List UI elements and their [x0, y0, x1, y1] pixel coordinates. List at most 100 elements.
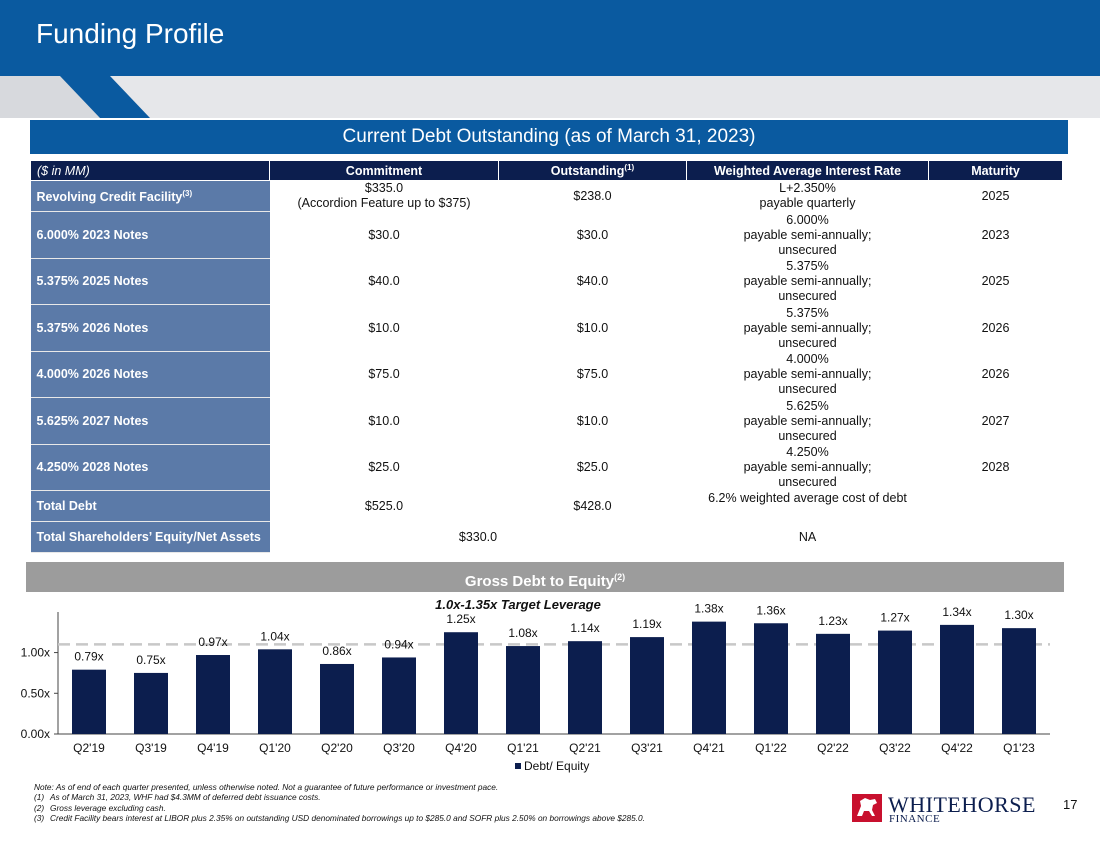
x-tick-label: Q4'20: [445, 741, 477, 755]
x-tick-label: Q4'19: [197, 741, 229, 755]
row-rate: 4.000% payable semi-annually; unsecured: [686, 351, 929, 398]
row-label: 4.250% 2028 Notes: [30, 444, 270, 491]
table-header-row: ($ in MM) Commitment Outstanding(1) Weig…: [30, 160, 1063, 181]
row-maturity: 2025: [928, 180, 1063, 212]
bar-data-label: 1.19x: [632, 617, 661, 631]
row-rate: 5.375% payable semi-annually; unsecured: [686, 304, 929, 352]
table-row: 5.625% 2027 Notes $10.0 $10.0 5.625% pay…: [30, 397, 1063, 445]
row-rate: L+2.350% payable quarterly: [686, 180, 929, 212]
bar-data-label: 1.14x: [570, 621, 599, 635]
equity-maturity: [928, 521, 1063, 553]
x-tick-label: Q3'21: [631, 741, 663, 755]
row-outstanding: $30.0: [498, 211, 687, 259]
legend-swatch: [515, 763, 521, 769]
footnote: (1) As of March 31, 2023, WHF had $4.3MM …: [34, 792, 321, 803]
bar: [878, 630, 912, 734]
x-tick-label: Q3'22: [879, 741, 911, 755]
header-maturity: Maturity: [928, 160, 1063, 181]
row-rate: 5.375% payable semi-annually; unsecured: [686, 258, 929, 305]
bar: [444, 632, 478, 734]
bar-data-label: 0.97x: [198, 635, 227, 649]
row-maturity: 2025: [928, 258, 1063, 305]
footnote: Note: As of end of each quarter presente…: [34, 782, 499, 792]
row-commitment: $335.0 (Accordion Feature up to $375): [269, 180, 499, 212]
bar: [568, 641, 602, 734]
footnote-ref: (2): [614, 572, 626, 582]
bar-data-label: 1.30x: [1004, 608, 1033, 622]
table-row: 5.375% 2026 Notes $10.0 $10.0 5.375% pay…: [30, 304, 1063, 352]
debt-equity-chart: 0.00x 0.50x 1.00x 1.0x-1.35x Target Leverag…: [21, 597, 1050, 773]
whitehorse-logo: WHITEHORSE FINANCE: [852, 792, 1052, 826]
total-debt-row: Total Debt $525.0 $428.0 6.2% weighted a…: [30, 490, 1063, 522]
row-outstanding: $10.0: [498, 397, 687, 445]
table-row: 4.000% 2026 Notes $75.0 $75.0 4.000% pay…: [30, 351, 1063, 398]
total-rate: 6.2% weighted average cost of debt: [686, 490, 929, 522]
table-row: Revolving Credit Facility(3) $335.0 (Acco…: [30, 180, 1063, 212]
footnote-ref: (3): [182, 189, 193, 199]
bar: [134, 672, 168, 734]
footnotes: Note: As of end of each quarter presente…: [34, 782, 645, 823]
row-commitment: $25.0: [269, 444, 499, 491]
x-tick-label: Q3'20: [383, 741, 415, 755]
header-outstanding: Outstanding(1): [498, 160, 687, 181]
x-tick-label: Q4'22: [941, 741, 973, 755]
bar: [1002, 628, 1036, 734]
row-maturity: 2027: [928, 397, 1063, 445]
row-label: 6.000% 2023 Notes: [30, 211, 270, 259]
bar: [630, 637, 664, 734]
total-outstanding: $428.0: [498, 490, 687, 522]
page-number: 17: [1063, 797, 1078, 812]
debt-banner: Current Debt Outstanding (as of March 31…: [30, 120, 1068, 154]
bar: [196, 655, 230, 734]
total-label: Total Debt: [30, 490, 270, 522]
bar: [506, 646, 540, 734]
row-outstanding: $25.0: [498, 444, 687, 491]
logo-subword: FINANCE: [889, 813, 941, 825]
table-row: 5.375% 2025 Notes $40.0 $40.0 5.375% pay…: [30, 258, 1063, 305]
legend-label: Debt/ Equity: [524, 759, 589, 773]
x-tick-label: Q1'21: [507, 741, 539, 755]
header-rate: Weighted Average Interest Rate: [686, 160, 929, 181]
x-tick-label: Q3'19: [135, 741, 167, 755]
total-maturity: [928, 490, 1063, 522]
row-label: Revolving Credit Facility(3): [30, 180, 270, 212]
x-tick-label: Q1'20: [259, 741, 291, 755]
y-tick-label: 0.00x: [21, 727, 50, 741]
bar-data-label: 1.04x: [260, 629, 289, 643]
row-maturity: 2028: [928, 444, 1063, 491]
row-maturity: 2026: [928, 351, 1063, 398]
target-annotation: 1.0x-1.35x Target Leverage: [435, 597, 601, 612]
bar: [816, 633, 850, 734]
row-label: 5.375% 2025 Notes: [30, 258, 270, 305]
bar-data-label: 0.86x: [322, 644, 351, 658]
footnote: (2) Gross leverage excluding cash.: [34, 802, 166, 813]
logo-wordmark: WHITEHORSE: [888, 792, 1036, 817]
row-outstanding: $75.0: [498, 351, 687, 398]
bar-data-label: 1.27x: [880, 611, 909, 625]
table-row: 4.250% 2028 Notes $25.0 $25.0 4.250% pay…: [30, 444, 1063, 491]
header-bar: Funding Profile: [0, 0, 1100, 76]
bar: [754, 623, 788, 734]
bar: [258, 649, 292, 734]
equity-rate: NA: [686, 521, 929, 553]
row-label: 5.625% 2027 Notes: [30, 397, 270, 445]
row-commitment: $75.0: [269, 351, 499, 398]
footnote-ref: (1): [624, 162, 635, 172]
x-tick-label: Q2'21: [569, 741, 601, 755]
row-maturity: 2026: [928, 304, 1063, 352]
bar: [940, 624, 974, 734]
row-label: 5.375% 2026 Notes: [30, 304, 270, 352]
y-tick-label: 1.00x: [21, 646, 50, 660]
bar: [320, 663, 354, 734]
debt-table: ($ in MM) Commitment Outstanding(1) Weig…: [30, 160, 1063, 553]
footnote: (3) Credit Facility bears interest at LIB…: [34, 812, 645, 823]
x-tick-label: Q2'19: [73, 741, 105, 755]
row-commitment: $40.0: [269, 258, 499, 305]
total-commitment: $525.0: [269, 490, 499, 522]
bar-data-label: 1.23x: [818, 614, 847, 628]
gross-debt-banner: Gross Debt to Equity(2): [26, 562, 1064, 592]
bar-data-label: 0.79x: [74, 650, 103, 664]
bar-data-label: 0.94x: [384, 637, 413, 651]
header-commitment: Commitment: [269, 160, 499, 181]
horse-logo-icon: [852, 794, 882, 822]
